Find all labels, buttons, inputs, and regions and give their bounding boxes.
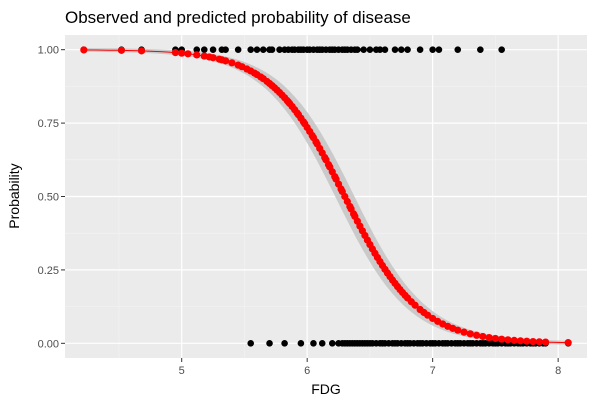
predicted-point xyxy=(209,54,217,62)
observed-point-disease xyxy=(498,46,505,53)
observed-point-disease xyxy=(404,46,411,53)
observed-point-disease xyxy=(268,46,276,53)
predicted-point xyxy=(411,301,419,309)
observed-point-disease xyxy=(200,46,208,53)
y-axis-ticks: 0.00 0.25 0.50 0.75 1.00 xyxy=(38,45,65,350)
observed-point-disease xyxy=(454,46,462,53)
predicted-point xyxy=(184,50,192,58)
predicted-point xyxy=(504,336,512,344)
predicted-point xyxy=(529,337,537,346)
observed-point-no-disease xyxy=(281,340,288,347)
y-tick-label: 1.00 xyxy=(38,45,59,57)
predicted-point xyxy=(498,335,506,343)
observed-point-disease xyxy=(477,46,484,53)
predicted-point xyxy=(535,338,543,346)
predicted-point xyxy=(117,46,126,54)
observed-point-disease xyxy=(397,46,405,53)
y-axis-title: Probability xyxy=(6,163,22,228)
predicted-point xyxy=(485,333,493,342)
observed-point-disease xyxy=(435,46,443,53)
observed-point-disease xyxy=(276,46,283,53)
y-tick-label: 0.50 xyxy=(38,192,59,204)
predicted-point xyxy=(222,57,230,65)
x-tick-label: 8 xyxy=(555,365,561,377)
predicted-point xyxy=(564,339,572,347)
observed-point-disease xyxy=(222,46,229,53)
predicted-point xyxy=(178,49,186,57)
observed-point-disease xyxy=(234,46,242,53)
observed-point-disease xyxy=(429,46,436,53)
observed-point-disease xyxy=(247,46,255,53)
predicted-point xyxy=(460,328,468,336)
predicted-point xyxy=(516,337,525,345)
observed-point-disease xyxy=(193,46,201,53)
observed-point-disease xyxy=(259,46,267,53)
predicted-point xyxy=(171,49,180,57)
predicted-point xyxy=(228,59,236,67)
predicted-point xyxy=(472,331,481,339)
observed-point-no-disease xyxy=(266,340,273,347)
y-tick-label: 0.75 xyxy=(38,118,59,130)
predicted-point xyxy=(523,337,531,345)
observed-point-disease xyxy=(360,46,367,53)
chart-title: Observed and predicted probability of di… xyxy=(65,8,411,27)
predicted-point xyxy=(541,338,550,346)
observed-point-no-disease xyxy=(297,340,305,347)
predicted-point xyxy=(454,326,462,334)
predicted-point xyxy=(137,47,146,55)
predicted-point xyxy=(491,334,499,343)
x-tick-label: 7 xyxy=(430,365,436,377)
observed-point-disease xyxy=(366,46,374,53)
major-gridlines xyxy=(65,35,587,358)
observed-point-disease xyxy=(391,46,399,53)
observed-point-no-disease xyxy=(310,340,317,347)
predicted-point xyxy=(80,46,88,54)
predicted-point xyxy=(193,51,201,59)
observed-point-disease xyxy=(354,46,361,53)
predicted-points xyxy=(80,46,572,347)
y-tick-label: 0.25 xyxy=(38,265,59,277)
observed-point-disease xyxy=(416,46,424,53)
observed-point-disease xyxy=(381,46,389,53)
x-axis-ticks: 5 6 7 8 xyxy=(179,358,561,377)
predicted-point xyxy=(510,336,518,344)
observed-point-no-disease xyxy=(247,340,255,347)
x-axis-title: FDG xyxy=(311,381,341,397)
y-tick-label: 0.00 xyxy=(38,338,59,350)
observed-point-disease xyxy=(209,46,217,53)
x-tick-label: 5 xyxy=(179,365,185,377)
observed-point-disease xyxy=(376,46,384,53)
observed-point-no-disease xyxy=(318,340,326,347)
observed-point-disease xyxy=(253,46,261,53)
observed-point-no-disease xyxy=(328,340,336,347)
predicted-point xyxy=(479,332,487,341)
x-tick-label: 6 xyxy=(304,365,310,377)
predicted-point xyxy=(466,330,474,338)
